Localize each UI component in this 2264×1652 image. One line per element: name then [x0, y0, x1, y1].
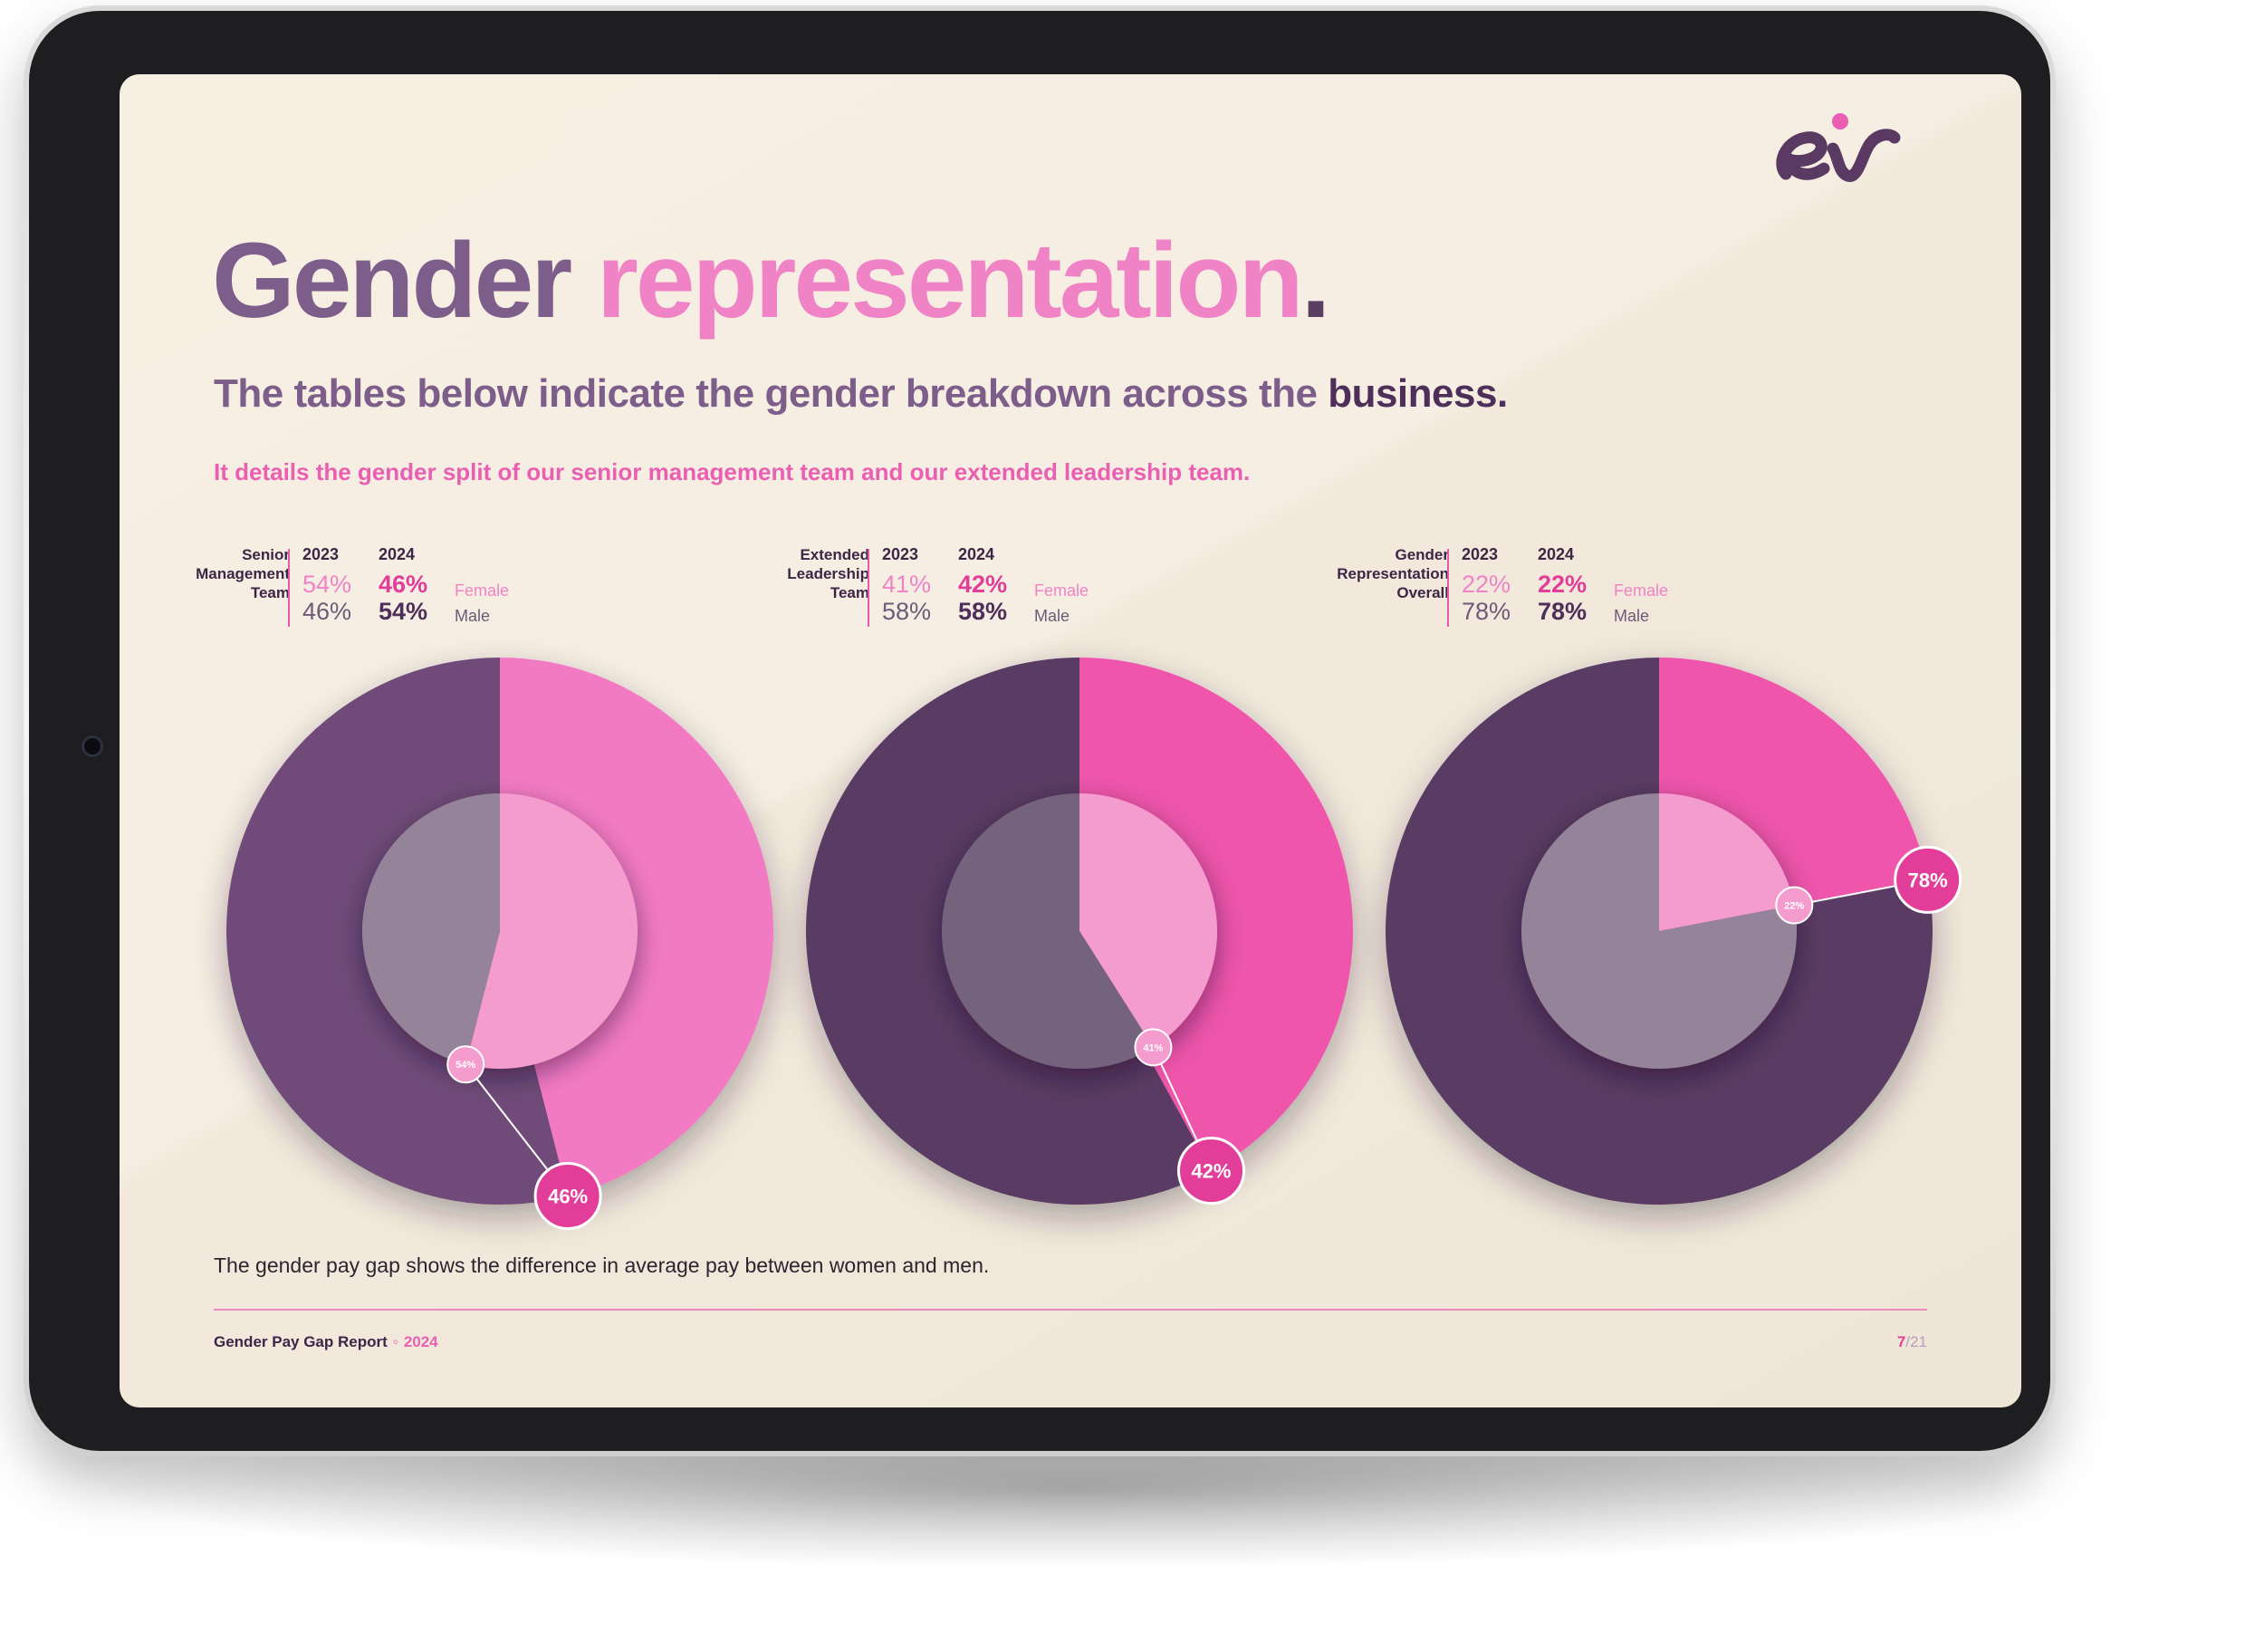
female-2024-value: 42% [958, 571, 1008, 598]
inner-male-slice [361, 793, 500, 1065]
panel-name: Senior Management Team [163, 545, 290, 602]
page-total: /21 [1905, 1333, 1927, 1350]
page-title: Gender representation. [212, 219, 1331, 342]
page-number: 7/21 [1897, 1333, 1927, 1351]
inner-badge-circle [446, 1045, 485, 1084]
female-legend-label: Female [455, 581, 510, 600]
subtitle-part2: business. [1328, 371, 1508, 416]
donut-chart: 22% 78% [1386, 658, 1962, 1205]
inner-male-slice [1521, 793, 1797, 1069]
title-period: . [1300, 221, 1331, 341]
page-subtitle: The tables below indicate the gender bre… [214, 371, 1508, 417]
panel-name-line: Gender [1395, 546, 1449, 563]
male-legend-label: Male [1034, 607, 1070, 625]
year-2023-header: 2023 [302, 545, 340, 563]
inner-female-slice [1079, 793, 1217, 1048]
female-legend-label: Female [1614, 581, 1669, 600]
outer-badge-circle [1176, 1137, 1245, 1205]
panel-name-line: Team [830, 584, 869, 601]
year-2024-header: 2024 [958, 545, 995, 563]
male-2024-value: 78% [1538, 598, 1588, 625]
outer-badge-label: 46% [548, 1186, 588, 1208]
footer-divider [214, 1309, 1927, 1311]
inner-badge-label: 54% [456, 1060, 475, 1071]
table-divider [1447, 549, 1449, 627]
inner-female-slice [465, 793, 638, 1069]
female-2024-value: 22% [1538, 571, 1588, 598]
male-2024-value: 54% [379, 598, 428, 625]
stats-table: Gender Representation Overall 2023 2024 … [1337, 545, 1751, 645]
panel-name-line: Extended [800, 546, 869, 563]
outer-badge-circle [1894, 845, 1962, 914]
panel-name-line: Overall [1396, 584, 1449, 601]
outer-badge-circle [533, 1162, 602, 1231]
eir-logo-icon [1776, 113, 1901, 182]
inner-female-slice [1659, 793, 1795, 931]
female-2023-value: 41% [882, 571, 932, 598]
panel-name-line: Management [196, 565, 290, 582]
stats-table: Senior Management Team 2023 2024 54% 46%… [196, 545, 592, 645]
inner-badge-label: 41% [1143, 1042, 1163, 1053]
intro-text: It details the gender split of our senio… [214, 458, 1251, 485]
inner-badge-label: 22% [1784, 901, 1804, 912]
male-2023-value: 58% [882, 598, 932, 625]
panel-name-line: Leadership [787, 565, 869, 582]
panel-name-line: Senior [242, 546, 290, 563]
footer-report-title: Gender Pay Gap Report ◦ 2024 [214, 1333, 438, 1351]
camera-icon [82, 735, 103, 757]
report-page: Gender representation. The tables below … [120, 74, 2021, 1407]
footnote: The gender pay gap shows the difference … [214, 1253, 990, 1277]
donut-chart: 54% 46% [225, 658, 773, 1231]
male-legend-label: Male [455, 607, 491, 625]
tablet-frame: Gender representation. The tables below … [24, 5, 2056, 1456]
panel-name: Gender Representation Overall [1322, 545, 1449, 602]
footer-separator: ◦ [392, 1333, 398, 1350]
female-2023-value: 54% [302, 571, 352, 598]
panel-name-line: Representation [1337, 565, 1449, 582]
year-2023-header: 2023 [882, 545, 919, 563]
title-part1: Gender [212, 221, 572, 341]
outer-badge-label: 42% [1191, 1160, 1231, 1183]
outer-badge-label: 78% [1908, 869, 1948, 891]
table-divider [288, 549, 290, 627]
female-2023-value: 22% [1462, 571, 1511, 598]
inner-badge-circle [1775, 886, 1814, 925]
inner-male-slice [942, 793, 1154, 1069]
male-2023-value: 46% [302, 598, 352, 625]
stats-table: Extended Leadership Team 2023 2024 41% 5… [787, 545, 1172, 645]
footer-year: 2024 [403, 1333, 438, 1350]
panel-name-line: Team [250, 584, 290, 601]
tablet-bezel: Gender representation. The tables below … [29, 11, 2050, 1451]
male-2023-value: 78% [1462, 598, 1511, 625]
male-legend-label: Male [1614, 607, 1650, 625]
male-2024-value: 58% [958, 598, 1008, 625]
year-2023-header: 2023 [1462, 545, 1499, 563]
panel-name: Extended Leadership Team [743, 545, 869, 602]
inner-badge-circle [1134, 1028, 1173, 1067]
page-current: 7 [1896, 1333, 1906, 1350]
female-legend-label: Female [1034, 581, 1089, 600]
title-part2: representation [596, 221, 1304, 341]
subtitle-part1: The tables below indicate the gender bre… [214, 371, 1329, 416]
table-divider [868, 549, 869, 627]
footer-report-name: Gender Pay Gap Report [214, 1333, 388, 1350]
donut-chart: 41% 42% [805, 658, 1353, 1205]
year-2024-header: 2024 [1538, 545, 1575, 563]
female-2024-value: 46% [379, 571, 428, 598]
year-2024-header: 2024 [379, 545, 416, 563]
